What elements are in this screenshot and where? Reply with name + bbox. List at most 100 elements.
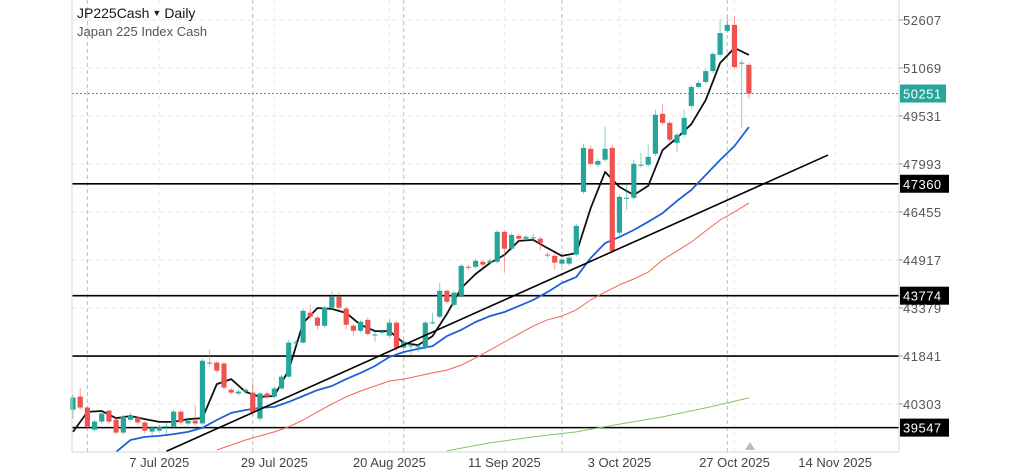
candle-body	[171, 411, 177, 427]
candle-up	[739, 59, 745, 128]
candle-body	[293, 342, 299, 344]
last-price-label: 50251	[903, 87, 942, 102]
candle-body	[415, 346, 421, 348]
candle-body	[523, 236, 529, 239]
ma-red-line	[216, 202, 750, 451]
candle-up	[271, 386, 277, 399]
candle-down	[214, 360, 220, 373]
gridlines	[72, 0, 899, 452]
time-axis[interactable]: 7 Jul 2025 29 Jul 2025 20 Aug 2025 11 Sep 2…	[129, 442, 872, 470]
candle-body	[595, 160, 601, 165]
candle-up	[358, 319, 364, 333]
candle-body	[314, 317, 321, 326]
candle-body	[185, 420, 191, 424]
candle-body	[437, 290, 443, 317]
candle-body	[156, 426, 162, 431]
price-axis[interactable]: 52607 51069 49531 47993 46455 44917 43379 41841…	[899, 13, 949, 437]
time-marker-triangle-icon[interactable]	[745, 442, 755, 450]
trendline-line[interactable]	[166, 154, 829, 452]
candle-up	[595, 158, 601, 167]
candle-body	[516, 235, 522, 239]
symbol-name[interactable]: JP225Cash	[77, 5, 150, 21]
candle-up	[149, 425, 155, 436]
candle-up	[171, 409, 177, 429]
candle-body	[681, 117, 687, 135]
candle-up	[451, 290, 457, 307]
candle-down	[113, 416, 119, 435]
candle-up	[638, 152, 644, 168]
candle-body	[609, 147, 615, 251]
candle-up	[674, 132, 680, 152]
candle-body	[465, 266, 472, 268]
candle-up	[681, 109, 687, 137]
candle-body	[631, 163, 637, 198]
candle-up	[242, 388, 249, 394]
candle-up	[631, 159, 637, 200]
candle-body	[386, 322, 392, 336]
candle-body	[703, 71, 709, 83]
level-price-badge	[900, 286, 949, 305]
candle-up	[566, 255, 572, 266]
level-price-badge	[900, 418, 949, 437]
candle-body	[99, 413, 105, 422]
candle-down	[393, 320, 400, 351]
candle-body	[106, 410, 112, 422]
candle-up	[156, 424, 162, 433]
candle-body	[278, 376, 285, 389]
candle-down	[135, 415, 141, 425]
trendline[interactable]	[166, 154, 829, 452]
candle-down	[336, 292, 342, 310]
candle-up	[688, 84, 694, 108]
candle-up	[523, 234, 529, 241]
symbol-description: Japan 225 Index Cash	[77, 24, 208, 39]
candle-up	[703, 68, 709, 84]
last-price-badge	[900, 84, 946, 103]
candle-body	[372, 334, 378, 336]
candle-down	[516, 233, 522, 241]
candle-down	[207, 349, 213, 367]
candle-body	[178, 411, 184, 423]
chart-legend: JP225Cash ▼ Daily Japan 225 Index Cash	[77, 5, 207, 40]
symbol-row[interactable]: JP225Cash ▼ Daily	[77, 5, 207, 22]
candle-body	[717, 33, 723, 55]
candle-body	[458, 265, 464, 296]
candle-up	[372, 331, 378, 342]
candle-body	[393, 322, 400, 348]
candle-down	[365, 317, 371, 336]
candle-body	[142, 422, 148, 431]
candle-up	[458, 263, 464, 298]
candle-up	[616, 194, 623, 235]
candle-body	[588, 148, 594, 164]
candle-body	[113, 419, 119, 433]
interval-label[interactable]: Daily	[164, 5, 196, 21]
candle-down	[307, 304, 313, 319]
candle-body	[350, 325, 357, 331]
y-tick-label: 52607	[903, 13, 942, 28]
x-tick-label: 20 Aug 2025	[353, 455, 426, 470]
candle-body	[537, 238, 543, 243]
candle-body	[501, 231, 507, 249]
candle-up	[508, 232, 515, 251]
level-price-label: 43774	[903, 289, 942, 304]
candle-body	[746, 64, 752, 94]
candle-down	[350, 323, 357, 336]
x-tick-label: 14 Nov 2025	[798, 455, 872, 470]
candle-body	[264, 393, 270, 397]
candle-up	[437, 282, 443, 319]
candle-down	[537, 236, 543, 250]
candle-up	[127, 412, 134, 422]
horizontal-levels[interactable]	[72, 182, 899, 429]
candle-up	[286, 339, 292, 378]
candle-body	[602, 148, 608, 160]
candle-body	[91, 421, 98, 430]
candle-down	[142, 420, 148, 434]
candle-down	[465, 264, 472, 270]
candle-body	[559, 259, 565, 264]
candle-down	[501, 229, 507, 273]
candle-body	[724, 24, 730, 31]
caret-down-icon[interactable]: ▼	[152, 8, 162, 18]
candle-body	[429, 322, 436, 324]
moving-averages	[72, 47, 750, 453]
candle-up	[494, 229, 500, 264]
